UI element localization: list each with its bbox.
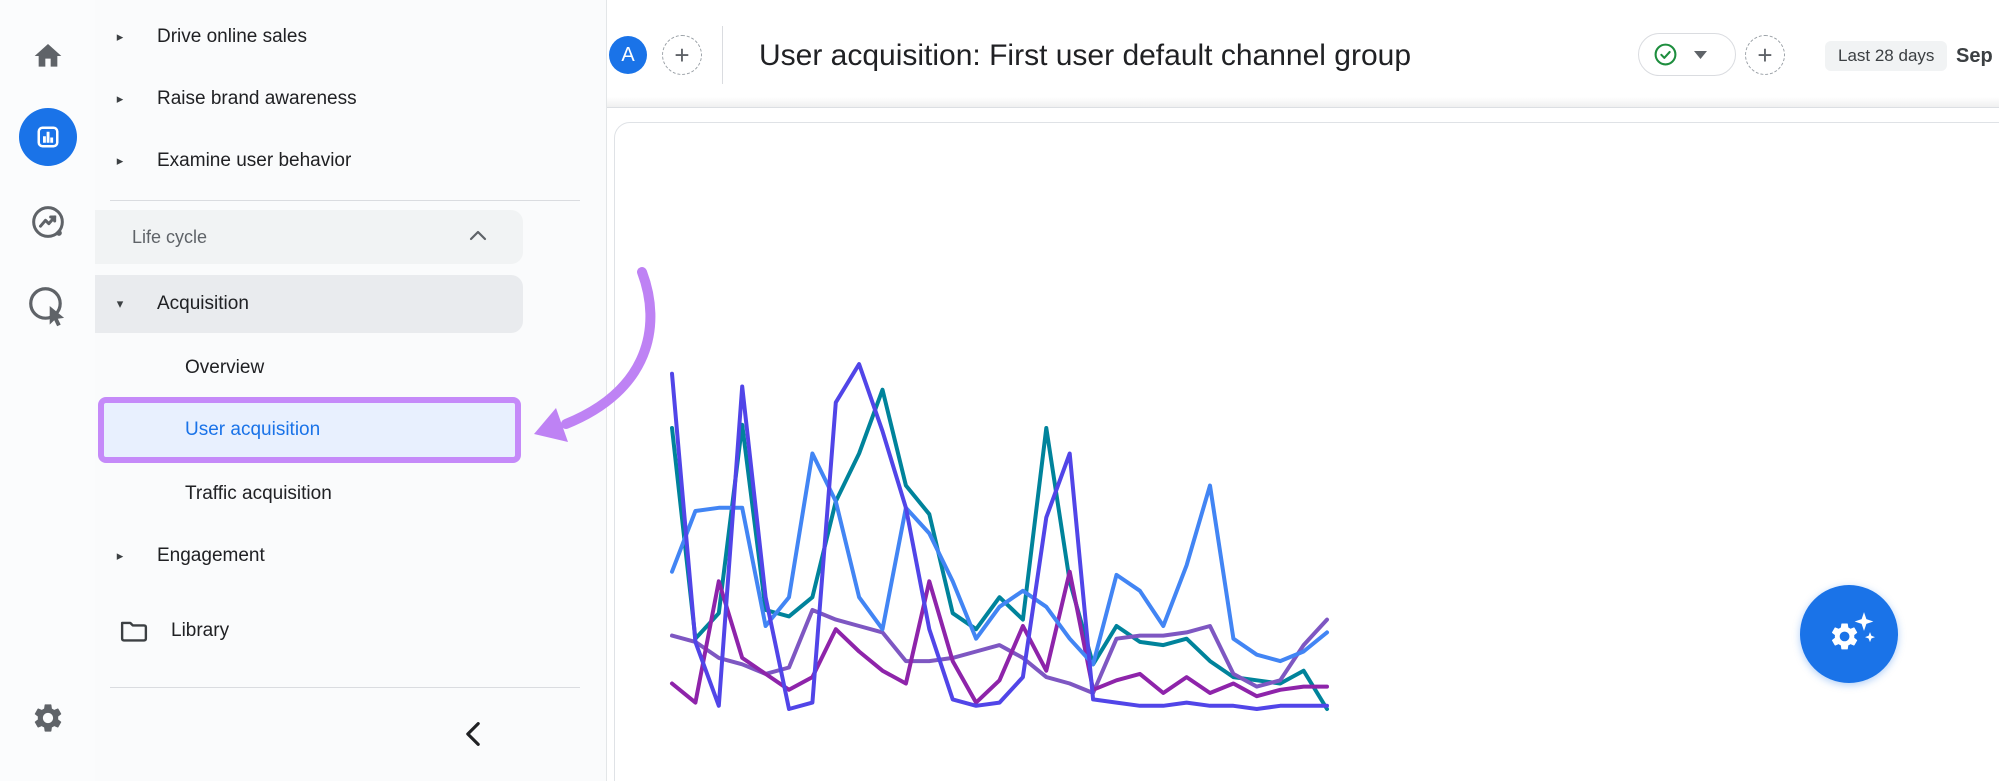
report-nav-sidebar: ▸ Drive online sales ▸ Raise brand aware… (95, 0, 607, 781)
explore-icon (31, 206, 64, 238)
section-life-cycle[interactable]: Life cycle (95, 210, 523, 264)
sidebar-item-label: Engagement (157, 545, 265, 566)
check-circle-icon (1654, 43, 1677, 66)
explore-button[interactable] (0, 202, 95, 242)
sidebar-item-label: Drive online sales (157, 26, 307, 47)
sidebar-divider (110, 687, 580, 688)
home-button[interactable] (0, 37, 95, 75)
sidebar-item-acquisition[interactable]: ▾ Acquisition (95, 275, 523, 333)
header-divider (722, 26, 723, 84)
reports-active-indicator (18, 108, 77, 166)
sidebar-item-user-acquisition-selected[interactable]: User acquisition (98, 397, 521, 463)
chevron-up-icon[interactable] (469, 229, 487, 241)
chevron-left-icon (466, 722, 480, 746)
reports-icon (36, 126, 59, 148)
advertising-icon (28, 287, 64, 327)
sidebar-item-drive-online-sales[interactable]: ▸ Drive online sales (95, 9, 607, 65)
caret-right-icon: ▸ (116, 91, 124, 106)
data-quality-button[interactable] (1638, 33, 1736, 76)
sidebar-item-label: Overview (185, 357, 265, 378)
caret-right-icon: ▸ (116, 153, 124, 168)
home-icon (34, 44, 61, 67)
sidebar-item-library[interactable]: Library (95, 603, 607, 659)
caret-right-icon: ▸ (116, 29, 124, 44)
report-summary-card (614, 122, 1999, 781)
folder-icon (120, 621, 148, 642)
sidebar-divider (110, 200, 580, 201)
sidebar-item-examine-user-behavior[interactable]: ▸ Examine user behavior (95, 133, 607, 189)
plus-icon: + (674, 39, 690, 70)
customize-report-button[interactable] (1800, 585, 1898, 683)
collapse-sidebar-button[interactable] (462, 721, 488, 749)
comparison-avatar[interactable]: A (609, 36, 647, 74)
sidebar-item-label: Acquisition (157, 293, 249, 314)
admin-button[interactable] (0, 700, 95, 736)
add-metric-button[interactable]: + (1745, 35, 1785, 75)
gear-sparkle-icon (1831, 612, 1875, 650)
sidebar-item-traffic-acquisition[interactable]: Traffic acquisition (95, 466, 607, 522)
sidebar-item-label: User acquisition (185, 419, 321, 440)
line-series-referral (670, 569, 1329, 705)
sidebar-item-label: Traffic acquisition (185, 483, 332, 504)
line-series-paid-search (670, 451, 1329, 667)
sidebar-item-label: Raise brand awareness (157, 88, 357, 109)
sidebar-item-raise-brand-awareness[interactable]: ▸ Raise brand awareness (95, 71, 607, 127)
reports-button[interactable] (0, 108, 95, 166)
caret-down-icon: ▾ (116, 296, 124, 311)
line-series-direct (670, 362, 1329, 711)
plus-icon: + (1757, 39, 1773, 70)
sidebar-item-overview[interactable]: Overview (95, 340, 607, 396)
page-title: User acquisition: First user default cha… (759, 39, 1412, 72)
left-icon-rail (0, 0, 95, 781)
date-range-chip[interactable]: Last 28 days (1825, 41, 1948, 71)
dropdown-caret-icon (1694, 50, 1707, 59)
settings-icon (34, 704, 61, 732)
sidebar-item-label: Examine user behavior (157, 150, 352, 171)
section-label: Life cycle (132, 226, 208, 247)
line-series-display (670, 387, 1329, 711)
caret-right-icon: ▸ (116, 548, 124, 563)
advertising-button[interactable] (0, 283, 95, 329)
line-chart-plot[interactable] (670, 230, 1329, 711)
sidebar-item-engagement[interactable]: ▸ Engagement (95, 528, 607, 584)
report-header: A + User acquisition: First user default… (607, 0, 1999, 108)
sidebar-item-label: Library (171, 620, 230, 641)
add-comparison-button[interactable]: + (662, 35, 702, 75)
date-range-start[interactable]: Sep (1956, 45, 1993, 67)
